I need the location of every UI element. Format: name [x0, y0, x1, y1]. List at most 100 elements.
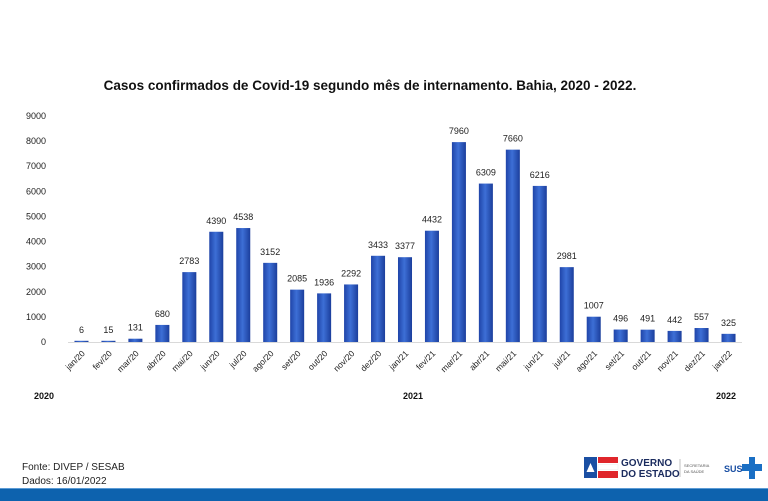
bar-mar-20 — [128, 338, 143, 342]
data-date-text: Dados: 16/01/2022 — [22, 476, 107, 487]
bar-jan-22 — [721, 333, 736, 342]
bar-out-20 — [317, 293, 332, 342]
data-label: 496 — [613, 314, 628, 324]
x-tick-label: jul/20 — [227, 348, 249, 370]
x-tick-label: mai/20 — [170, 348, 195, 373]
bar-jun-21 — [532, 185, 547, 342]
x-tick-label: fev/21 — [414, 348, 438, 372]
x-tick-label: mai/21 — [493, 348, 518, 373]
data-label: 131 — [128, 323, 143, 333]
x-tick-label: abr/20 — [144, 348, 168, 372]
data-label: 4432 — [422, 215, 442, 225]
bar-mai-21 — [505, 149, 520, 342]
y-tick-label: 8000 — [26, 136, 46, 146]
y-tick-label: 4000 — [26, 237, 46, 247]
data-label: 2085 — [287, 274, 307, 284]
data-label: 4538 — [233, 212, 253, 222]
data-label: 7960 — [449, 126, 469, 136]
bar-chart: Casos confirmados de Covid-19 segundo mê… — [26, 78, 742, 401]
government-logos: GOVERNO DO ESTADO SECRETARIA DA SAÚDE SU… — [584, 457, 762, 480]
y-tick-label: 9000 — [26, 111, 46, 121]
x-tick-label: mar/21 — [439, 348, 465, 374]
x-tick-label: nov/21 — [655, 348, 680, 373]
data-label: 3433 — [368, 240, 388, 250]
bar-jul-21 — [559, 267, 574, 342]
x-tick-label: dez/21 — [682, 348, 707, 373]
data-label: 1936 — [314, 277, 334, 287]
data-label: 7660 — [503, 134, 523, 144]
x-tick-label: jun/20 — [198, 348, 222, 372]
bar-nov-21 — [667, 330, 682, 342]
data-label: 3152 — [260, 247, 280, 257]
footer-bar — [0, 488, 768, 501]
x-tick-label: jan/22 — [710, 348, 734, 372]
chart-title: Casos confirmados de Covid-19 segundo mê… — [104, 78, 637, 93]
data-label: 2292 — [341, 268, 361, 278]
secretaria-text-line1: SECRETARIA — [684, 463, 710, 468]
x-tick-label: ago/21 — [574, 348, 600, 374]
y-tick-label: 5000 — [26, 211, 46, 221]
data-label: 15 — [103, 325, 113, 335]
bar-jan-21 — [397, 257, 413, 342]
y-tick-label: 1000 — [26, 312, 46, 322]
y-tick-label: 2000 — [26, 287, 46, 297]
data-label: 680 — [155, 309, 170, 319]
y-tick-label: 0 — [41, 337, 46, 347]
y-tick-label: 3000 — [26, 262, 46, 272]
y-tick-label: 6000 — [26, 186, 46, 196]
x-tick-label: ago/20 — [250, 348, 276, 374]
governo-text-line2: DO ESTADO — [621, 469, 680, 480]
data-label: 4390 — [206, 216, 226, 226]
data-label: 2783 — [179, 256, 199, 266]
bar-set-20 — [290, 289, 305, 342]
data-label: 6309 — [476, 168, 496, 178]
x-tick-label: jan/20 — [63, 348, 87, 372]
bar-jun-20 — [209, 231, 224, 342]
secretaria-text-line2: DA SAÚDE — [684, 469, 705, 474]
x-tick-label: set/21 — [603, 348, 627, 372]
y-axis: 0 1000 2000 3000 4000 5000 6000 7000 8000 9000 — [26, 111, 46, 347]
data-label: 491 — [640, 314, 655, 324]
bar-out-21 — [640, 329, 655, 342]
data-label: 6 — [79, 325, 84, 335]
bar-fev-21 — [424, 230, 439, 342]
x-tick-label: jul/21 — [550, 348, 572, 370]
x-tick-label: out/20 — [306, 348, 330, 372]
bar-nov-20 — [344, 284, 359, 342]
bar-abr-21 — [478, 183, 493, 342]
governo-text-line1: GOVERNO — [621, 458, 672, 469]
y-tick-label: 7000 — [26, 161, 46, 171]
bar-dez-20 — [371, 255, 386, 342]
bar-fev-20 — [101, 340, 116, 342]
data-label: 325 — [721, 318, 736, 328]
data-label: 2981 — [557, 251, 577, 261]
data-label: 3377 — [395, 241, 415, 251]
bars: 6 15 131 680 2783 4390 4538 3152 2085 1936 2292 343… — [74, 126, 736, 342]
bar-mai-20 — [182, 272, 197, 342]
bar-ago-21 — [586, 316, 601, 342]
x-tick-label: set/20 — [279, 348, 303, 372]
data-label: 442 — [667, 315, 682, 325]
bar-jan-20 — [74, 340, 89, 342]
x-tick-label: nov/20 — [331, 348, 356, 373]
x-tick-label: fev/20 — [90, 348, 114, 372]
year-label-2022: 2022 — [716, 391, 736, 401]
x-tick-label: jun/21 — [521, 348, 545, 372]
x-tick-label: abr/21 — [467, 348, 491, 372]
bahia-flag-logo — [584, 457, 619, 478]
sus-text: SUS — [724, 464, 743, 474]
data-label: 6216 — [530, 170, 550, 180]
x-tick-label: dez/20 — [358, 348, 383, 373]
source-text: Fonte: DIVEP / SESAB — [22, 462, 125, 473]
x-tick-label: out/21 — [629, 348, 653, 372]
x-tick-label: mar/20 — [115, 348, 141, 374]
x-tick-label: jan/21 — [386, 348, 410, 372]
bar-abr-20 — [155, 324, 170, 342]
bar-set-21 — [613, 329, 628, 342]
year-label-2020: 2020 — [34, 391, 54, 401]
bar-mar-21 — [451, 142, 466, 342]
bar-ago-20 — [263, 262, 278, 342]
data-label: 557 — [694, 312, 709, 322]
x-axis: jan/20 fev/20 mar/20 abr/20 mai/20 jun/20 jul/… — [63, 348, 734, 374]
bar-jul-20 — [236, 228, 251, 342]
